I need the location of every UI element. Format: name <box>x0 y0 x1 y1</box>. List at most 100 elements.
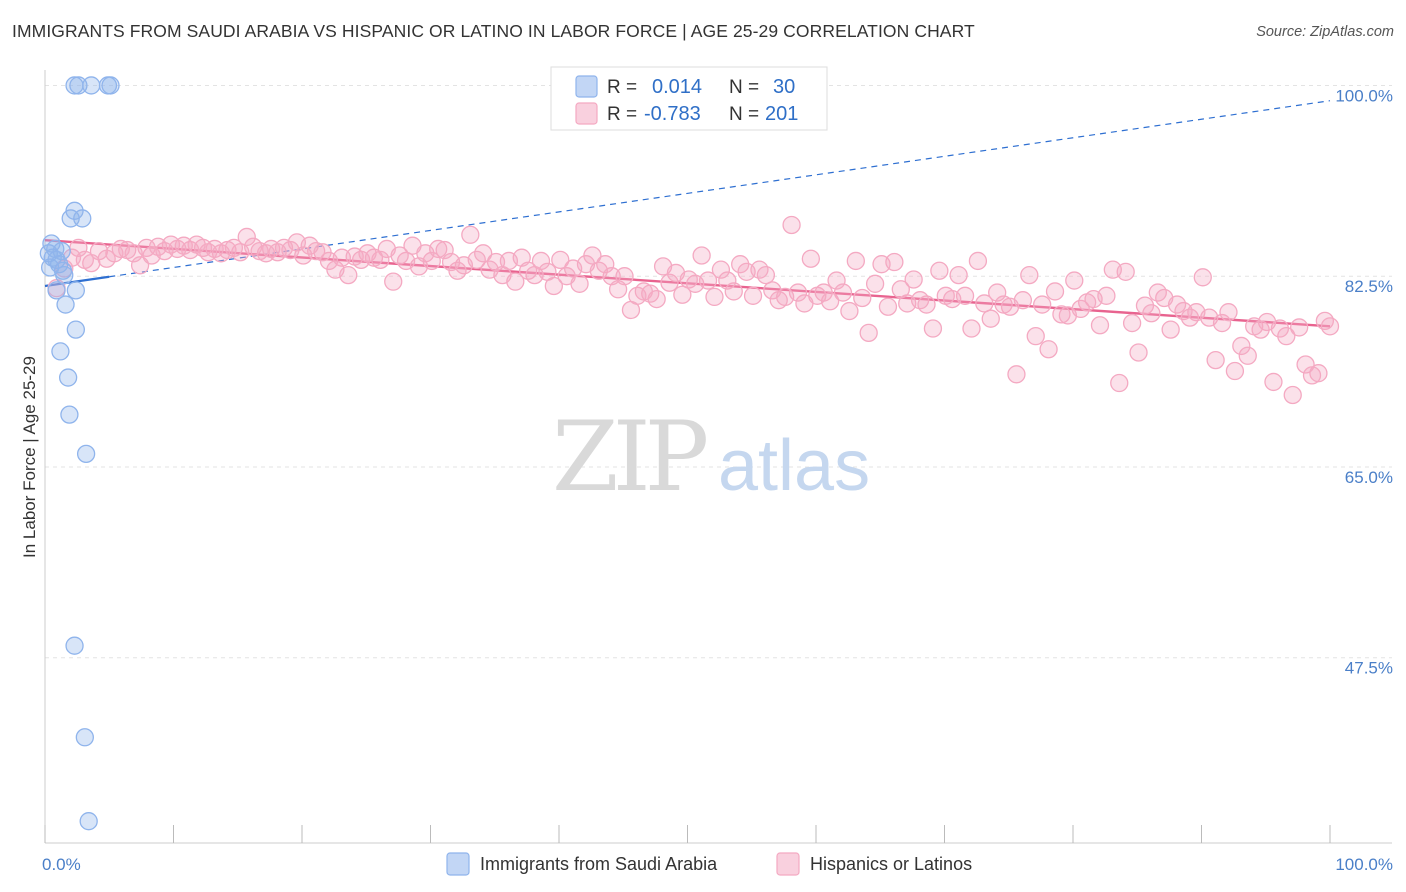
point-1-156 <box>1052 305 1071 324</box>
point-1-166 <box>1116 262 1135 281</box>
point-1-12 <box>130 256 150 275</box>
point-1-6 <box>89 241 109 261</box>
point-1-108 <box>743 286 763 305</box>
point-1-81 <box>570 274 589 293</box>
point-1-162 <box>1090 316 1110 335</box>
point-1-137 <box>930 261 949 280</box>
point-1-102 <box>705 287 724 307</box>
point-1-44 <box>332 248 351 267</box>
point-1-183 <box>1225 361 1245 381</box>
point-1-93 <box>647 289 666 309</box>
point-0-1 <box>69 76 88 95</box>
legend-r-value-saudi: 0.014 <box>652 76 702 98</box>
point-1-143 <box>968 251 988 271</box>
point-0-7 <box>73 209 92 228</box>
top-legend: R = 0.014 N = 30 R = -0.783 N = 201 <box>550 66 828 131</box>
chart-source: Source: ZipAtlas.com <box>1256 24 1394 40</box>
point-1-127 <box>865 274 885 293</box>
point-0-4 <box>101 76 120 95</box>
point-0-21 <box>66 320 85 339</box>
legend-r-label-hispanic: R = <box>607 104 637 125</box>
point-1-144 <box>975 294 994 313</box>
point-1-145 <box>981 309 1000 328</box>
point-0-26 <box>65 636 84 655</box>
y-tick-label-0: 100.0% <box>1335 86 1393 105</box>
point-1-125 <box>853 288 872 308</box>
point-1-185 <box>1238 346 1257 365</box>
point-1-154 <box>1039 340 1058 359</box>
point-1-126 <box>859 323 878 343</box>
point-1-155 <box>1045 282 1065 301</box>
point-0-24 <box>60 405 79 424</box>
point-0-17 <box>55 265 74 285</box>
point-1-140 <box>949 265 968 285</box>
data-points <box>39 76 1340 831</box>
point-1-124 <box>846 251 865 271</box>
series-0 <box>39 76 120 831</box>
legend-swatch-saudi <box>575 75 598 98</box>
point-1-115 <box>788 283 808 302</box>
trend-line-saudi-dashed <box>109 100 1331 278</box>
point-1-181 <box>1212 313 1232 333</box>
point-1-175 <box>1174 301 1193 321</box>
point-1-88 <box>615 267 634 286</box>
point-1-174 <box>1167 295 1187 314</box>
point-1-163 <box>1097 286 1116 305</box>
bottom-legend-label-hispanic: Hispanics or Latinos <box>810 854 972 874</box>
x-tick-label-right: 100.0% <box>1335 855 1393 874</box>
point-1-52 <box>384 272 403 291</box>
point-1-117 <box>801 249 821 268</box>
point-1-77 <box>544 276 564 296</box>
point-1-149 <box>1007 365 1026 384</box>
point-1-64 <box>461 225 480 244</box>
point-1-104 <box>718 271 737 290</box>
point-0-19 <box>66 281 85 300</box>
y-tick-label-3: 47.5% <box>1345 659 1393 678</box>
axes <box>44 70 1392 844</box>
point-1-193 <box>1290 318 1309 337</box>
point-1-65 <box>467 250 486 270</box>
point-1-152 <box>1026 326 1045 346</box>
point-1-71 <box>506 272 525 291</box>
point-0-2 <box>82 76 101 95</box>
y-tick-label-1: 82.5% <box>1345 277 1393 296</box>
point-1-101 <box>698 271 718 290</box>
point-1-105 <box>724 282 743 301</box>
point-1-180 <box>1206 350 1225 370</box>
point-1-192 <box>1283 385 1302 405</box>
point-1-167 <box>1122 313 1142 333</box>
bottom-legend-swatch-saudi <box>446 852 470 876</box>
point-1-66 <box>474 244 493 263</box>
point-1-120 <box>820 292 840 311</box>
point-1-168 <box>1129 343 1148 362</box>
point-1-95 <box>660 273 679 292</box>
point-1-136 <box>923 319 943 338</box>
point-1-133 <box>904 270 923 289</box>
point-1-50 <box>371 250 390 270</box>
point-1-198 <box>1320 317 1340 336</box>
point-1-122 <box>833 283 853 302</box>
watermark-atlas: atlas <box>718 426 870 506</box>
point-0-27 <box>75 728 94 747</box>
x-tick-label-left: 0.0% <box>42 855 81 874</box>
point-1-173 <box>1161 320 1180 339</box>
point-0-23 <box>58 368 78 387</box>
point-0-18 <box>47 281 66 300</box>
y-tick-label-2: 65.0% <box>1345 468 1393 487</box>
point-1-184 <box>1232 336 1251 356</box>
point-1-189 <box>1264 372 1283 392</box>
point-1-170 <box>1142 304 1161 323</box>
legend-n-value-hispanic: 201 <box>765 103 798 125</box>
tick-labels: 100.0% 82.5% 65.0% 47.5% 0.0% 100.0% <box>42 86 1393 874</box>
point-1-100 <box>692 246 711 265</box>
legend-n-label-hispanic: N = <box>729 104 759 125</box>
point-1-165 <box>1110 373 1129 393</box>
series-1 <box>47 215 1340 405</box>
legend-n-label-saudi: N = <box>729 77 759 98</box>
point-1-29 <box>237 227 256 247</box>
point-1-129 <box>878 297 898 316</box>
point-1-150 <box>1013 291 1033 310</box>
point-1-40 <box>306 241 326 261</box>
legend-r-value-hispanic: -0.783 <box>644 103 701 125</box>
